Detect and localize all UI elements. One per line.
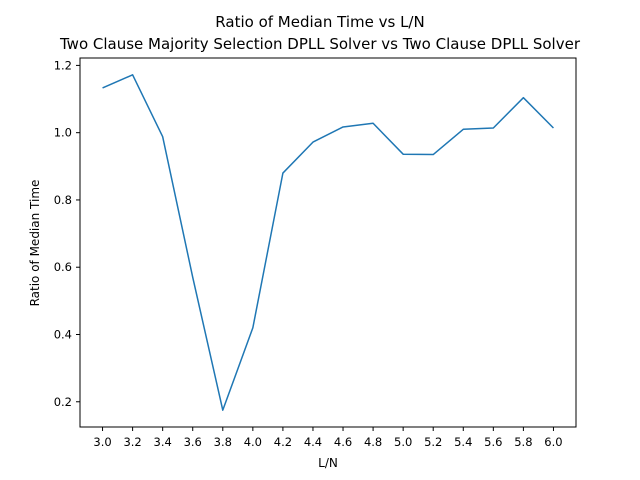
x-tick-label: 4.2 — [274, 435, 292, 449]
x-tick-label: 4.8 — [364, 435, 382, 449]
x-tick-label: 3.6 — [184, 435, 202, 449]
x-tick-label: 5.8 — [514, 435, 532, 449]
x-tick-label: 5.6 — [484, 435, 502, 449]
y-tick-label: 0.2 — [54, 395, 72, 409]
series-line — [102, 74, 554, 411]
x-axis-label: L/N — [318, 456, 338, 470]
x-tick-label: 5.4 — [454, 435, 472, 449]
x-tick-label: 5.0 — [394, 435, 412, 449]
plot-frame — [79, 57, 577, 428]
chart-subtitle: Two Clause Majority Selection DPLL Solve… — [59, 35, 581, 53]
x-tick-label: 3.8 — [214, 435, 232, 449]
x-axis-ticks: 3.0 3.2 3.4 3.6 3.8 4.0 4.2 4.4 4.6 4.8 5.0 5.2 5.4 5… — [93, 427, 563, 449]
y-tick-label: 0.8 — [54, 193, 72, 207]
y-axis-ticks: 0.2 0.4 0.6 0.8 1.0 1.2 — [54, 58, 80, 409]
x-tick-label: 3.2 — [123, 435, 141, 449]
y-axis-label: Ratio of Median Time — [28, 180, 42, 307]
series-layer — [102, 74, 554, 411]
y-tick-label: 0.6 — [54, 260, 72, 274]
y-tick-label: 1.0 — [54, 126, 72, 140]
x-tick-label: 3.4 — [154, 435, 172, 449]
x-tick-label: 4.0 — [244, 435, 262, 449]
x-tick-label: 3.0 — [93, 435, 111, 449]
chart-title: Ratio of Median Time vs L/N — [215, 13, 424, 31]
x-tick-label: 4.6 — [334, 435, 352, 449]
y-tick-label: 1.2 — [54, 58, 72, 72]
y-tick-label: 0.4 — [54, 327, 72, 341]
x-tick-label: 5.2 — [424, 435, 442, 449]
x-tick-label: 4.4 — [304, 435, 322, 449]
x-tick-label: 6.0 — [544, 435, 562, 449]
